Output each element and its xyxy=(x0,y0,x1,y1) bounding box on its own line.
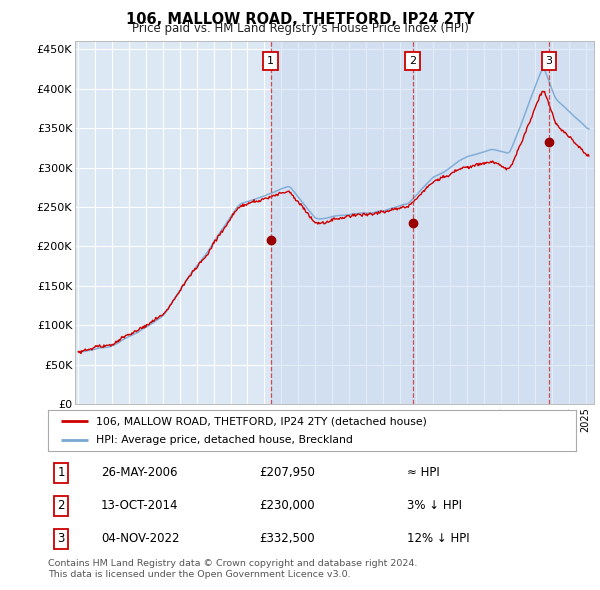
Text: 3: 3 xyxy=(58,532,65,546)
Text: 1: 1 xyxy=(267,56,274,66)
Text: HPI: Average price, detached house, Breckland: HPI: Average price, detached house, Brec… xyxy=(95,435,352,445)
Text: 13-OCT-2014: 13-OCT-2014 xyxy=(101,499,178,513)
Text: £332,500: £332,500 xyxy=(259,532,315,546)
Text: 106, MALLOW ROAD, THETFORD, IP24 2TY: 106, MALLOW ROAD, THETFORD, IP24 2TY xyxy=(126,12,474,27)
Text: Price paid vs. HM Land Registry's House Price Index (HPI): Price paid vs. HM Land Registry's House … xyxy=(131,22,469,35)
Text: 3: 3 xyxy=(545,56,553,66)
Text: £230,000: £230,000 xyxy=(259,499,315,513)
Text: 3% ↓ HPI: 3% ↓ HPI xyxy=(407,499,462,513)
Text: 04-NOV-2022: 04-NOV-2022 xyxy=(101,532,179,546)
Text: 106, MALLOW ROAD, THETFORD, IP24 2TY (detached house): 106, MALLOW ROAD, THETFORD, IP24 2TY (de… xyxy=(95,416,427,426)
Text: Contains HM Land Registry data © Crown copyright and database right 2024.
This d: Contains HM Land Registry data © Crown c… xyxy=(48,559,418,579)
Text: 2: 2 xyxy=(58,499,65,513)
Bar xyxy=(271,41,594,404)
Text: 26-MAY-2006: 26-MAY-2006 xyxy=(101,466,178,480)
Text: 12% ↓ HPI: 12% ↓ HPI xyxy=(407,532,470,546)
Text: 1: 1 xyxy=(58,466,65,480)
Text: 2: 2 xyxy=(409,56,416,66)
Text: ≈ HPI: ≈ HPI xyxy=(407,466,440,480)
Text: £207,950: £207,950 xyxy=(259,466,315,480)
